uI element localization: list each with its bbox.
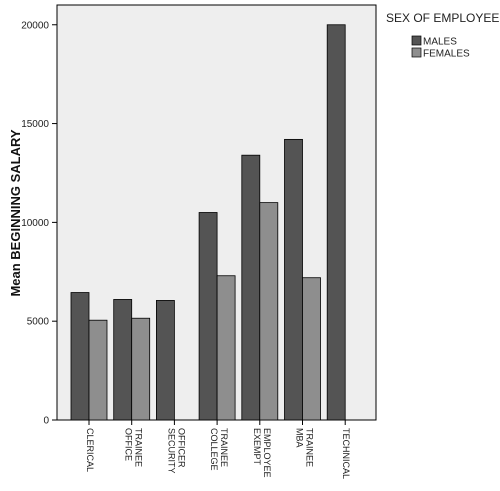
- bar-males-2: [155, 300, 175, 421]
- legend-label-males: MALES: [423, 37, 457, 48]
- bar-females-3: [216, 275, 236, 421]
- bar-females-4: [259, 202, 279, 421]
- legend-swatch-males: [411, 35, 422, 46]
- y-tick-label: 20000: [21, 20, 49, 31]
- x-tick-label: OFFICE: [124, 428, 134, 461]
- bars: [70, 24, 346, 421]
- bar-females-0: [88, 319, 108, 421]
- x-tick-label: COLLEGE: [209, 428, 219, 471]
- x-tick-label: MBA: [295, 428, 305, 448]
- x-tick-label: EXEMPT: [252, 428, 262, 466]
- bar-males-6: [326, 24, 346, 421]
- y-tick-label: 10000: [21, 218, 49, 229]
- bar-females-5: [302, 277, 321, 421]
- bar-males-0: [70, 292, 90, 421]
- y-tick-label: 0: [43, 416, 49, 427]
- y-axis: 0 5000 10000 15000 20000: [21, 20, 57, 427]
- x-tick-label: TRAINEE: [305, 428, 315, 467]
- x-tick-label: SECURITY: [166, 428, 176, 474]
- x-tick-label: TRAINEE: [219, 428, 229, 467]
- x-tick-label: CLERICAL: [85, 428, 95, 472]
- x-tick-label: EMPLOYEE: [262, 428, 272, 478]
- legend-title: SEX OF EMPLOYEE: [386, 11, 499, 25]
- bar-males-5: [284, 138, 303, 421]
- y-tick-label: 15000: [21, 119, 49, 130]
- y-tick-label: 5000: [27, 317, 50, 328]
- bar-females-1: [131, 317, 151, 421]
- bar-males-1: [113, 299, 133, 421]
- x-tick-label: OFFICER: [176, 428, 186, 468]
- legend-swatch-females: [411, 47, 422, 58]
- y-axis-label: Mean BEGINNING SALARY: [8, 129, 23, 296]
- legend-label-females: FEMALES: [423, 49, 470, 60]
- bar-males-3: [198, 212, 218, 421]
- x-tick-label: TRAINEE: [134, 428, 144, 467]
- bar-males-4: [241, 154, 261, 421]
- x-axis-labels: CLERICAL OFFICE TRAINEE SECURITY OFFICER COLL…: [85, 420, 351, 479]
- x-tick-label: TECHNICAL: [341, 428, 351, 479]
